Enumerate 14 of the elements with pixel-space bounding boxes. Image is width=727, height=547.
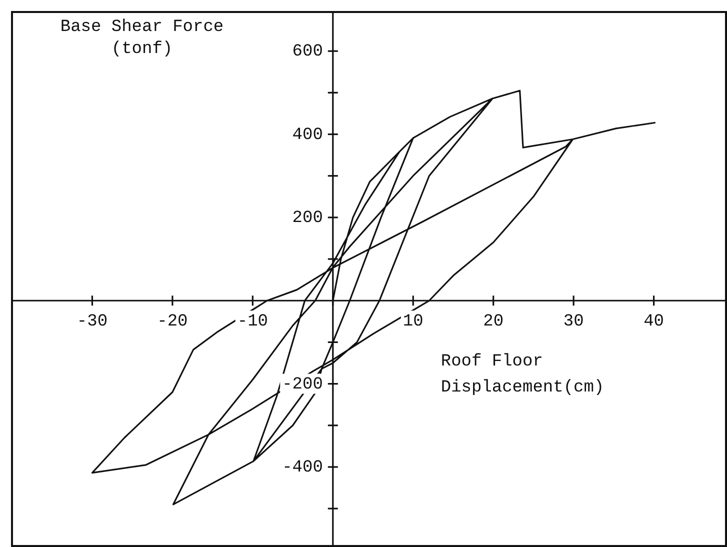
- x-axis-title: Roof Floor Displacement(cm): [440, 352, 604, 398]
- x-tick-label: 40: [644, 312, 664, 332]
- x-tick-label: -30: [76, 312, 108, 332]
- x-tick-label: -10: [237, 312, 268, 332]
- x-tick-label: 10: [402, 312, 424, 332]
- y-tick-label: 400: [292, 126, 323, 145]
- y-tick-label: -400: [282, 458, 323, 478]
- y-tick-label: -200: [282, 375, 323, 394]
- y-tick-label: 600: [292, 42, 323, 62]
- y-tick-label: 200: [292, 208, 323, 228]
- y-axis-title: Base Shear Force (tonf): [60, 18, 224, 59]
- x-tick-label: -20: [157, 312, 188, 332]
- x-tick-label: 20: [483, 312, 504, 332]
- x-tick-label: 30: [563, 312, 584, 332]
